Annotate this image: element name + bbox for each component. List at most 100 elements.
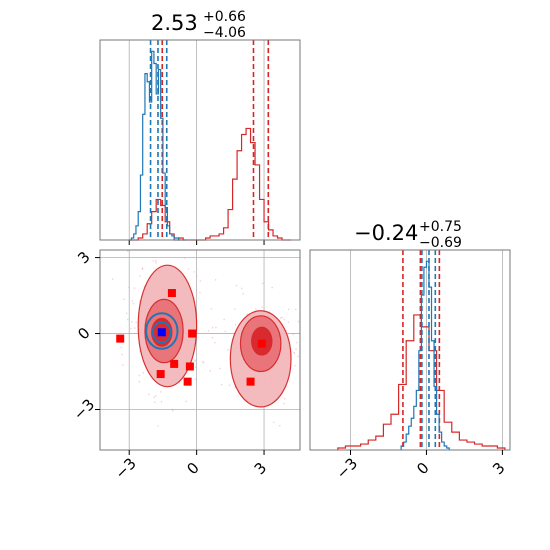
sample-dot — [193, 271, 196, 273]
sample-dot — [147, 393, 150, 396]
sample-dot — [202, 360, 204, 363]
red-point-marker — [116, 334, 125, 343]
title-x-plus: +0.66 — [203, 9, 246, 25]
sample-dot — [234, 308, 236, 310]
sample-dot — [133, 287, 136, 289]
sample-dot — [183, 257, 186, 259]
title-y-minus: −0.69 — [419, 235, 462, 251]
sample-dot — [199, 291, 201, 294]
sample-dot — [214, 279, 217, 281]
sample-dot — [297, 320, 300, 323]
red-point-marker — [167, 289, 176, 298]
marginal-x-panel — [99, 39, 301, 245]
sample-dot — [283, 318, 286, 321]
sample-dot — [121, 353, 123, 356]
sample-dot — [292, 333, 294, 336]
sample-dot — [111, 278, 114, 280]
marginal-y-panel: −3 0 3 — [309, 249, 511, 483]
sample-dot — [157, 425, 159, 427]
sample-dot — [302, 354, 304, 356]
sample-dot — [194, 378, 197, 381]
sample-dot — [123, 298, 125, 301]
sample-dot — [194, 359, 196, 361]
sample-dot — [152, 260, 155, 262]
sample-dot — [139, 275, 141, 277]
sample-dot — [160, 400, 163, 403]
sample-dot — [219, 367, 221, 370]
joint-tick-label-y: −3 — [70, 395, 98, 423]
sample-dot — [293, 351, 295, 354]
joint-plot-area — [100, 250, 309, 450]
sample-dot — [271, 286, 273, 289]
sample-dot — [287, 308, 290, 311]
sample-dot — [132, 302, 135, 305]
marginal-x-hist-red — [129, 127, 292, 241]
sample-dot — [195, 275, 198, 277]
red-point-marker — [183, 377, 192, 386]
marginal-y-frame — [309, 249, 511, 451]
title-y-median: −0.24 — [354, 221, 418, 245]
marginal-y-hist-blue — [400, 260, 450, 450]
sample-dot — [303, 369, 305, 371]
sample-dot — [234, 323, 237, 326]
sample-dot — [284, 397, 286, 400]
marginal-y-tick-label-x: 0 — [413, 459, 432, 478]
joint-tick-label-x: 3 — [251, 459, 270, 478]
sample-dot — [287, 321, 290, 323]
sample-dot — [227, 348, 229, 351]
sample-dot — [228, 384, 231, 387]
sample-dot — [261, 282, 264, 285]
sample-dot — [155, 259, 157, 262]
sample-dot — [125, 312, 128, 315]
title-y: −0.24 +0.75 −0.69 — [354, 219, 462, 251]
sample-dot — [138, 381, 141, 383]
sample-dot — [224, 330, 227, 333]
red-point-marker — [246, 377, 255, 386]
joint-tick-label-x: 0 — [183, 459, 202, 478]
sample-dot — [211, 326, 214, 329]
sample-dot — [220, 383, 223, 386]
sample-dot — [202, 361, 205, 364]
sample-dot — [241, 287, 243, 290]
sample-dot — [171, 408, 173, 411]
sample-dot — [279, 317, 282, 319]
sample-dot — [214, 341, 216, 344]
title-x-median: 2.53 — [151, 11, 198, 35]
sample-dot — [294, 308, 297, 311]
marginal-x-hist-blue — [129, 50, 186, 241]
sample-dot — [261, 306, 264, 308]
sample-dot — [122, 364, 124, 366]
sample-dot — [128, 286, 130, 289]
title-y-plus: +0.75 — [419, 219, 462, 235]
sample-dot — [141, 267, 144, 269]
sample-dot — [211, 337, 214, 339]
sample-dot — [131, 300, 134, 302]
sample-dot — [142, 371, 145, 374]
sample-dot — [131, 321, 133, 323]
blue-point-marker — [157, 328, 166, 337]
sample-dot — [295, 348, 297, 350]
sample-dot — [293, 352, 296, 355]
joint-tick-label-y: 0 — [74, 324, 93, 343]
red-point-marker — [188, 329, 197, 338]
marginal-y-tick-label-x: −3 — [333, 454, 361, 482]
joint-tick-label-x: −3 — [111, 454, 139, 482]
joint-panel: −3 0 3 −3 0 3 — [70, 248, 309, 483]
blue-contour — [151, 321, 172, 344]
sample-dot — [159, 391, 162, 393]
joint-frame — [99, 249, 301, 451]
sample-dot — [120, 346, 122, 349]
sample-dot — [223, 318, 225, 321]
marginal-y-tick-label-x: 3 — [489, 459, 508, 478]
sample-dot — [283, 402, 285, 405]
sample-dot — [133, 327, 136, 329]
sample-dot — [294, 365, 296, 367]
sample-dot — [155, 261, 157, 264]
sample-dot — [235, 284, 238, 287]
sample-dot — [207, 330, 210, 332]
sample-dot — [130, 327, 132, 330]
sample-dot — [295, 341, 298, 344]
sample-dot — [297, 355, 299, 358]
sample-dot — [307, 358, 309, 360]
